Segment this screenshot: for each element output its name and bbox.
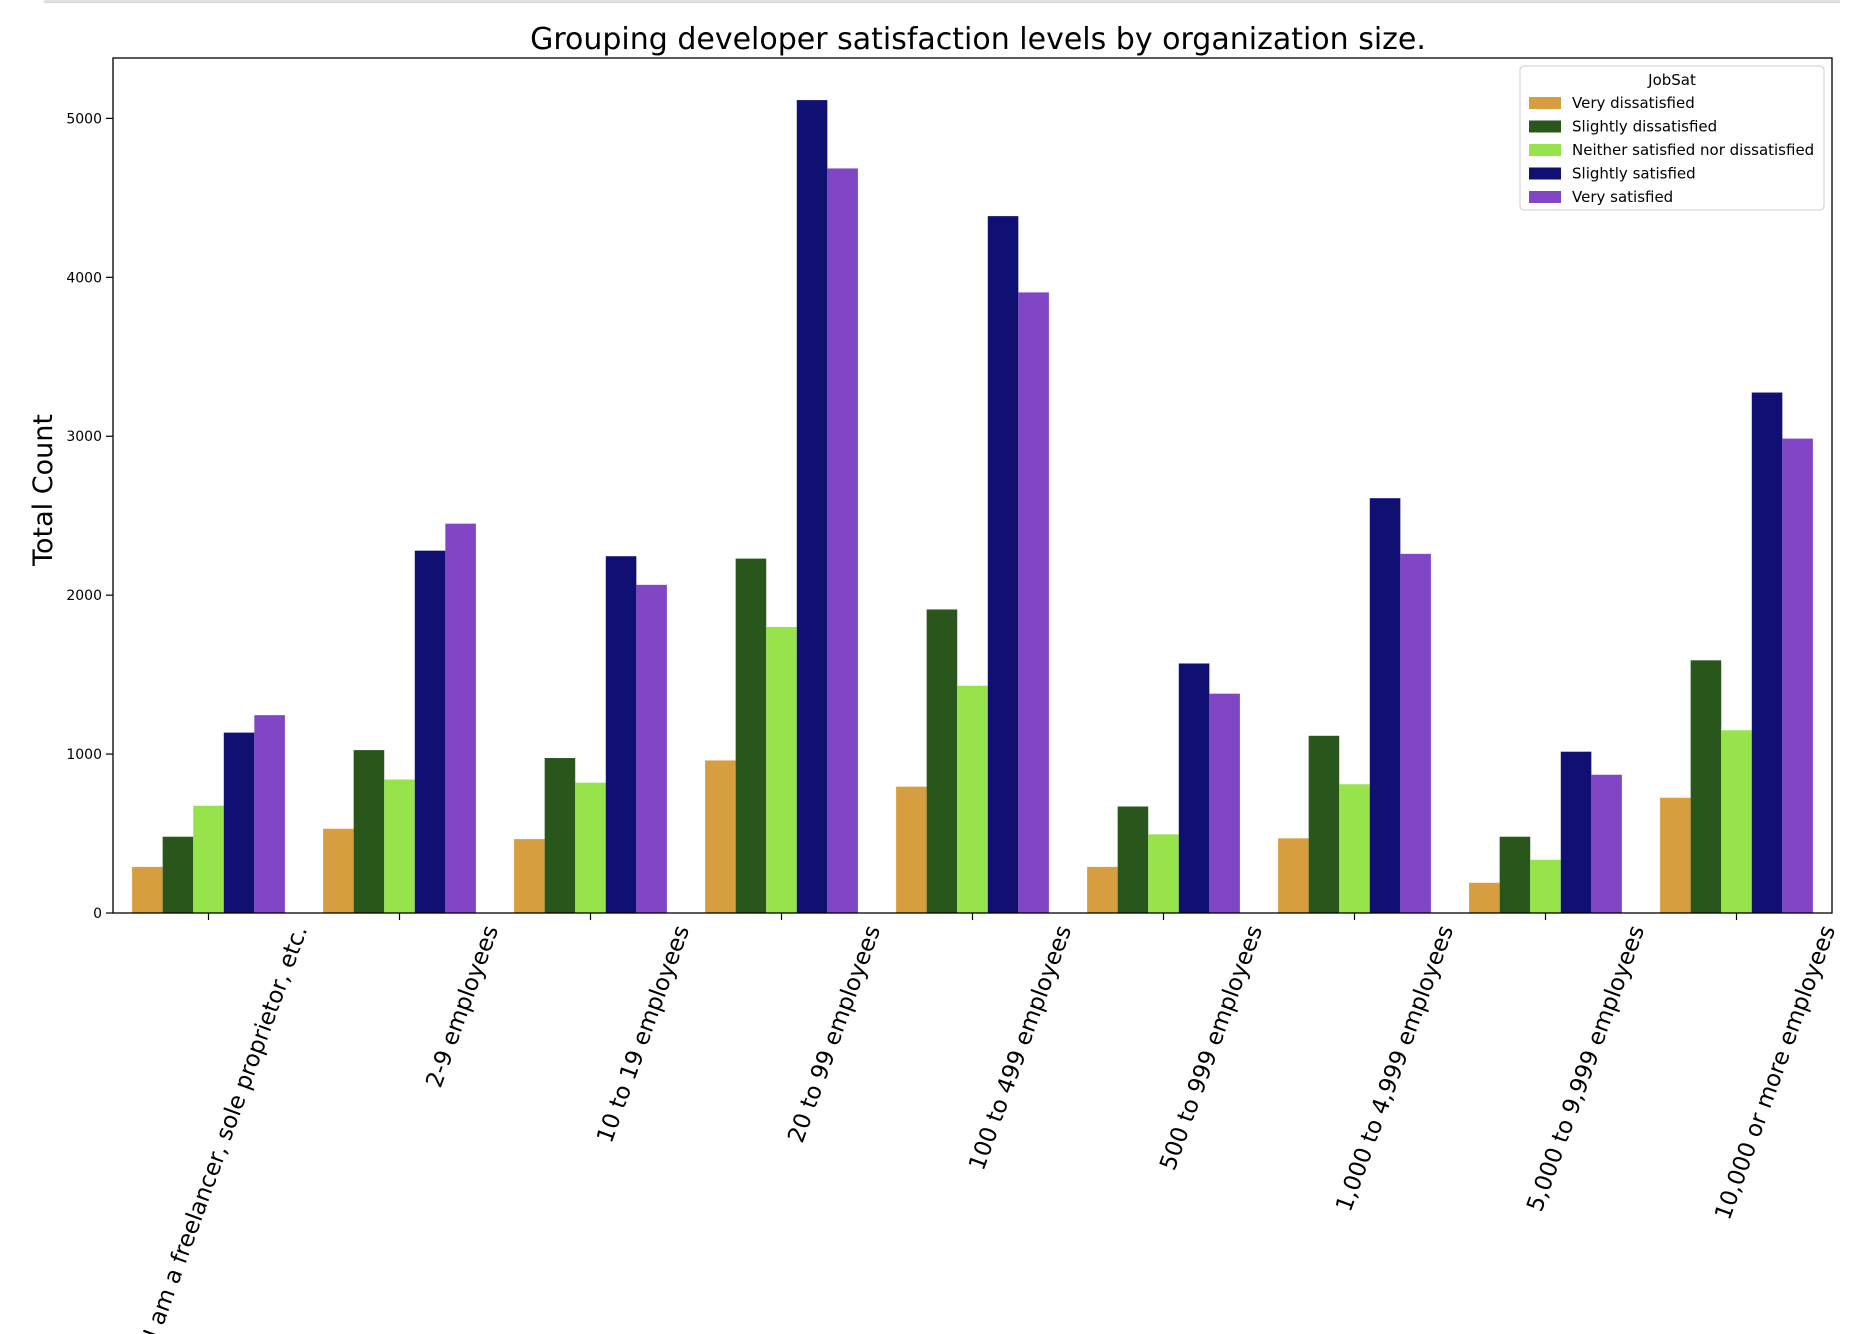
bar — [1400, 553, 1431, 913]
y-axis-label: Total Count — [28, 414, 59, 567]
y-tick-label: 3000 — [66, 429, 102, 445]
bar — [1782, 438, 1813, 913]
legend-label: Neither satisfied nor dissatisfied — [1572, 141, 1814, 159]
bar — [1339, 784, 1370, 913]
y-axis-ticks: 0 1000 2000 3000 4000 5000 — [66, 111, 113, 922]
x-tick-label: 500 to 999 employees — [1155, 922, 1268, 1174]
bar — [1148, 834, 1179, 913]
bar — [1499, 836, 1531, 913]
legend-items: Very dissatisfied Slightly dissatisfied Ne… — [1529, 94, 1814, 206]
chart-title: Grouping developer satisfaction levels b… — [530, 22, 1426, 57]
bar — [514, 839, 545, 913]
bar — [1530, 859, 1561, 913]
bar — [1178, 663, 1210, 913]
y-tick-label: 1000 — [66, 747, 102, 763]
y-tick-label: 5000 — [66, 111, 102, 127]
bar — [1209, 693, 1240, 913]
bar — [896, 786, 927, 913]
y-tick-label: 0 — [93, 906, 102, 922]
bar — [162, 836, 194, 913]
legend-swatch — [1529, 167, 1561, 180]
bar — [987, 216, 1019, 913]
legend-swatch — [1529, 97, 1561, 109]
bar — [353, 750, 385, 913]
x-tick-label: 5,000 to 9,999 employees — [1522, 922, 1650, 1215]
bar — [1660, 797, 1691, 913]
legend-label: Very dissatisfied — [1572, 94, 1695, 112]
bar — [1369, 498, 1401, 913]
legend: JobSat Very dissatisfied Slightly dissati… — [1519, 65, 1825, 211]
x-tick-label: 100 to 499 employees — [964, 922, 1077, 1174]
legend-frame — [1519, 65, 1825, 211]
bar — [636, 584, 667, 913]
bar — [1087, 866, 1118, 913]
bar — [766, 626, 797, 913]
bar — [445, 523, 476, 913]
x-tick-label: I am a freelancer, sole proprietor, etc. — [139, 922, 313, 1334]
legend-swatch — [1529, 144, 1561, 156]
x-tick-label: 10,000 or more employees — [1710, 922, 1841, 1223]
bars-layer — [132, 100, 1813, 914]
bar — [1751, 392, 1783, 913]
bar — [223, 732, 255, 913]
window-top-edge — [44, 0, 1840, 3]
bar — [575, 782, 606, 913]
legend-label: Slightly dissatisfied — [1572, 118, 1717, 136]
bar — [384, 779, 415, 913]
bar — [193, 805, 224, 913]
legend-label: Slightly satisfied — [1572, 165, 1696, 183]
x-tick-label: 2-9 employees — [421, 922, 504, 1091]
x-axis-ticks: I am a freelancer, sole proprietor, etc.… — [139, 913, 1841, 1334]
bar — [132, 866, 163, 913]
bar — [1591, 774, 1622, 913]
y-tick-label: 4000 — [66, 270, 102, 286]
legend-label: Very satisfied — [1572, 188, 1673, 206]
x-tick-label: 1,000 to 4,999 employees — [1331, 922, 1459, 1215]
x-tick-label: 20 to 99 employees — [783, 922, 886, 1146]
legend-swatch — [1529, 120, 1561, 133]
bar — [1690, 660, 1722, 913]
bar — [414, 550, 446, 913]
x-tick-label: 10 to 19 employees — [592, 922, 695, 1146]
y-tick-label: 2000 — [66, 588, 102, 604]
bar — [1308, 735, 1340, 913]
bar — [926, 609, 958, 913]
bar — [957, 685, 988, 913]
legend-swatch — [1529, 191, 1561, 203]
bar — [1560, 751, 1592, 913]
bar — [796, 100, 828, 914]
bar — [1278, 838, 1309, 913]
bar — [1117, 806, 1149, 913]
bar — [827, 168, 858, 913]
bar — [323, 828, 354, 913]
bar — [544, 758, 576, 913]
bar — [735, 558, 767, 913]
bar — [1018, 292, 1049, 913]
legend-title: JobSat — [1647, 71, 1696, 89]
bar — [705, 760, 736, 913]
bar — [1469, 882, 1500, 913]
bar — [1721, 730, 1752, 913]
bar — [605, 556, 637, 913]
bar — [254, 715, 285, 913]
